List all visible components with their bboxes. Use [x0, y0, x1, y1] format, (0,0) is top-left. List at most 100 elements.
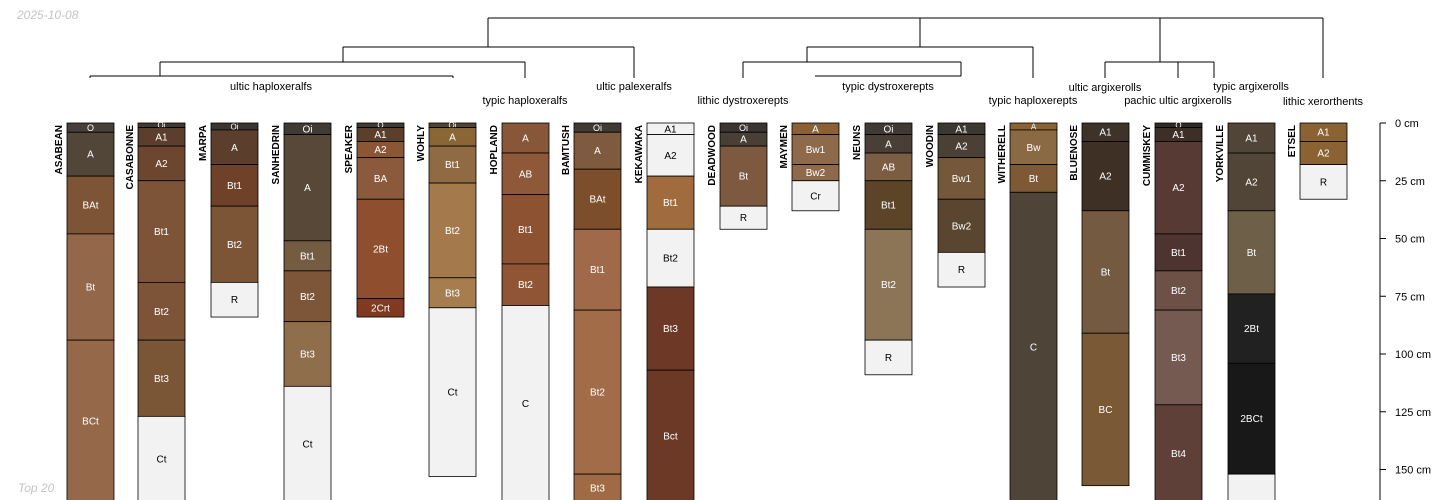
horizon-label: Bw2	[806, 168, 826, 179]
horizon-label: Bw2	[952, 221, 972, 232]
horizon-label: Bt2	[300, 292, 315, 303]
horizon-label: Oi	[158, 121, 166, 130]
horizon-label: Oi	[303, 124, 313, 135]
horizon-label: AB	[519, 169, 533, 180]
profile-marpa: Oi A Bt1 Bt2 R MARPA	[198, 122, 259, 318]
horizon	[66, 233, 115, 341]
profile-name: MARPA	[198, 125, 209, 161]
horizon-label: Bt1	[663, 198, 678, 209]
profile-sanhedrin: Oi A Bt1 Bt2 Bt3 Ct SANHEDRIN	[271, 122, 332, 500]
horizon-label: C	[1030, 343, 1037, 354]
horizon-label: Oi	[739, 123, 748, 133]
horizon-label: Bt2	[663, 254, 678, 265]
taxonomy-label: lithic xerorthents	[1283, 96, 1364, 108]
horizon	[283, 134, 332, 242]
horizon	[66, 339, 115, 500]
taxonomy-label: typic argixerolls	[1213, 81, 1289, 93]
horizon	[646, 369, 695, 500]
profile-cummiskey: OA1 A2 Bt1 Bt2 Bt3 Bt4 CUMMISKEY	[1142, 121, 1203, 500]
horizon	[1227, 210, 1276, 295]
horizon-label: A2	[955, 142, 968, 153]
horizon-label: R	[740, 213, 747, 224]
horizon	[137, 415, 186, 500]
profile-kekawaka: A1 A2 Bt1 Bt2 Bt3 Bct KEKAWAKA	[634, 122, 695, 500]
taxonomy-label: ultic haploxeralfs	[230, 81, 312, 93]
profile-asabean: O A BAt Bt BCt ASABEAN	[54, 122, 115, 500]
profile-witherell: A Bw Bt C WITHERELL	[997, 122, 1058, 500]
axis-tick-label: 150 cm	[1395, 465, 1431, 477]
profile-name: DEADWOOD	[707, 125, 718, 186]
horizon-label: Bt1	[1171, 248, 1186, 259]
horizon-label: Bt2	[445, 226, 460, 237]
horizon	[1009, 129, 1058, 165]
profiles: O A BAt Bt BCt ASABEAN Oi A1 A2 Bt1 Bt2 Bt3 Ct CASABO…	[54, 121, 1348, 500]
horizon	[283, 270, 332, 323]
profile-casabonne: Oi A1 A2 Bt1 Bt2 Bt3 Ct CASABONNE	[125, 121, 186, 500]
profile-name: NEUNS	[852, 125, 863, 160]
horizon	[791, 180, 840, 212]
profile-name: MAYMEN	[779, 125, 790, 169]
horizon	[1081, 210, 1130, 334]
horizon-label: A	[449, 132, 456, 143]
horizon	[356, 157, 405, 200]
horizon-label: BCt	[82, 417, 99, 428]
horizon	[66, 175, 115, 235]
horizon-label: A1	[664, 124, 677, 135]
horizon-label: A	[231, 143, 238, 154]
horizon-label: A2	[374, 145, 387, 156]
horizon	[1154, 141, 1203, 235]
horizon-label: A2	[1245, 177, 1258, 188]
horizon-label: Ct	[157, 455, 167, 466]
taxonomy-label: ultic palexeralfs	[596, 81, 672, 93]
depth-axis: 0 cm 25 cm 50 cm 75 cm 100 cm 125 cm 150 cm	[1379, 118, 1431, 500]
horizon-label: A	[522, 134, 529, 145]
horizon-label: Bt1	[881, 201, 896, 212]
horizon-label: A2	[1099, 172, 1112, 183]
horizon	[66, 131, 115, 177]
axis-tick-label: 25 cm	[1395, 176, 1425, 188]
horizon	[283, 240, 332, 272]
horizon	[210, 164, 259, 207]
profile-name: SANHEDRIN	[271, 125, 282, 184]
horizon-label: BA	[374, 174, 388, 185]
horizon-label: A	[304, 183, 311, 194]
horizon-label: Bw1	[952, 174, 972, 185]
horizon-label: Bt1	[590, 265, 605, 276]
horizon-label: Bt2	[590, 388, 605, 399]
horizon	[719, 205, 768, 230]
horizon-label: A	[812, 124, 819, 135]
profile-name: WITHERELL	[997, 125, 1008, 183]
horizon-label: A2	[155, 159, 168, 170]
footer-note: Top 20	[18, 481, 55, 495]
horizon-label: A1	[1317, 128, 1330, 139]
profile-name: ETSEL	[1287, 125, 1298, 157]
horizon-label: Bt3	[1171, 353, 1186, 364]
horizon-label: Ct	[303, 440, 313, 451]
horizon-label: R	[958, 265, 965, 276]
horizon-label: A1	[1245, 134, 1258, 145]
horizon-label: Bt2	[154, 307, 169, 318]
horizon-label: 2BCt	[1240, 414, 1262, 425]
horizon-label: A	[740, 135, 747, 146]
horizon-label: Bt	[739, 172, 749, 183]
horizon-label: O	[377, 121, 383, 130]
horizon	[1154, 233, 1203, 272]
horizon-label: A	[885, 139, 892, 150]
horizon	[791, 134, 840, 165]
horizon	[646, 286, 695, 371]
horizon	[210, 281, 259, 318]
horizon	[283, 385, 332, 500]
horizon-label: Bt	[1029, 174, 1039, 185]
horizon	[210, 205, 259, 283]
horizon-label: BC	[1099, 405, 1113, 416]
profile-maymen: A Bw1 Bw2 Cr MAYMEN	[779, 122, 840, 212]
horizon	[1227, 473, 1276, 500]
horizon-label: Bt2	[1171, 286, 1186, 297]
horizon	[428, 307, 477, 477]
horizon	[1299, 164, 1348, 200]
horizon-label: A1	[955, 124, 968, 135]
horizon	[1227, 152, 1276, 212]
profile-name: YORKVILLE	[1215, 125, 1226, 183]
horizon	[573, 228, 622, 311]
